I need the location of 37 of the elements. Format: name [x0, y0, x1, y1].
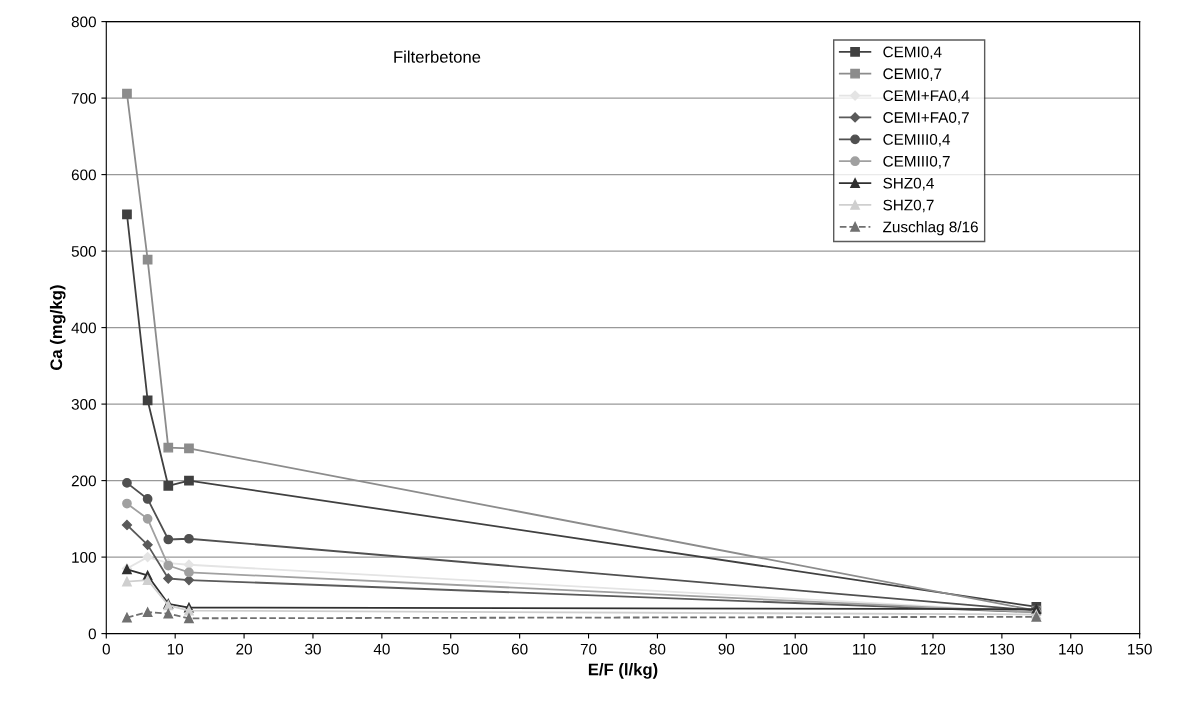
y-tick-label: 200: [71, 475, 96, 487]
x-tick-label: 60: [511, 643, 528, 655]
legend-label: CEMI+FA0,4: [883, 90, 970, 103]
legend-label: Zuschlag 8/16: [883, 221, 978, 236]
legend-label: CEMIII0,4: [883, 134, 951, 147]
y-tick-label: 500: [71, 245, 96, 257]
x-tick-label: 130: [990, 643, 1015, 655]
x-tick-label: 120: [921, 643, 946, 655]
y-tick-label: 100: [72, 551, 96, 563]
y-axis-title: Ca (mg/kg): [49, 285, 66, 370]
x-tick-label: 20: [236, 643, 252, 655]
x-tick-label: 40: [373, 643, 390, 655]
legend-label: SHZ0,4: [883, 177, 934, 191]
x-tick-label: 80: [649, 643, 666, 655]
x-tick-label: 50: [442, 643, 459, 655]
x-tick-label: 110: [853, 643, 876, 655]
text: Filterbetone: [394, 50, 481, 63]
y-tick-label: 300: [71, 398, 96, 410]
legend-label: CEMI+FA0,7: [883, 112, 969, 125]
legend-label: SHZ0,7: [883, 199, 934, 213]
x-tick-label: 30: [305, 643, 321, 655]
x-tick-label: 90: [718, 643, 735, 655]
x-tick-label: 0: [102, 643, 110, 655]
x-tick-label: 150: [1128, 643, 1152, 655]
y-tick-label: 0: [88, 628, 96, 640]
y-tick-label: 800: [71, 16, 96, 28]
x-tick-label: 10: [167, 643, 184, 655]
x-axis-title: E/F (l/kg): [588, 663, 658, 679]
legend-label: CEMI0,4: [883, 46, 942, 60]
x-tick-label: 70: [580, 643, 597, 655]
y-tick-label: 700: [71, 92, 96, 104]
y-tick-label: 400: [71, 322, 96, 334]
y-tick-label: 600: [71, 169, 96, 181]
legend-label: CEMI0,7: [883, 68, 942, 81]
legend-label: CEMIII0,7: [883, 155, 950, 169]
x-tick-label: 140: [1059, 643, 1083, 655]
x-tick-label: 100: [783, 643, 808, 655]
